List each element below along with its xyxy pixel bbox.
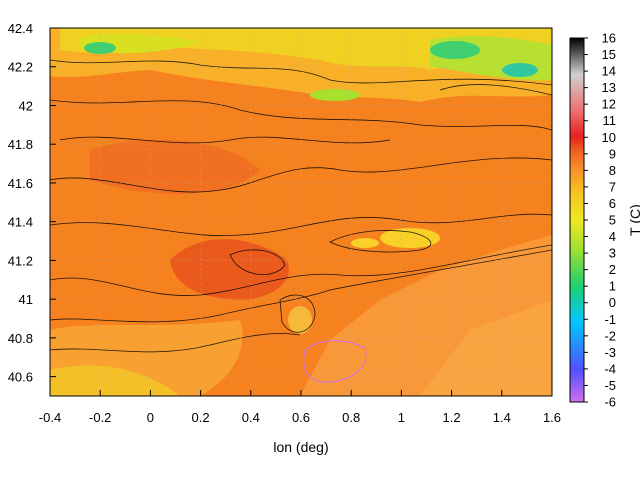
x-tick-label: 1.2: [443, 410, 461, 425]
colorbar-tick-label: 14: [602, 64, 616, 79]
colorbar-tick-label: -6: [604, 395, 616, 410]
x-tick-label: 1.4: [493, 410, 511, 425]
colorbar-tick-label: 5: [609, 213, 616, 228]
colorbar-label: T (C): [627, 204, 640, 236]
colorbar-tick-label: -3: [604, 345, 616, 360]
colorbar-tick-label: 6: [609, 196, 616, 211]
colorbar-tick-label: 3: [609, 246, 616, 261]
y-tick-label: 41.6: [8, 176, 33, 191]
colorbar-tick-label: 13: [602, 80, 616, 95]
x-tick-label: 0.8: [342, 410, 360, 425]
colorbar-tick-label: -5: [604, 378, 616, 393]
y-axis-ticks: 40.6 40.8 41 41.2 41.4 41.6 41.8 42 42.2 42.4: [8, 21, 56, 385]
x-axis-ticks: -0.4 -0.2 0 0.2 0.4 0.6 0.8 1 1.2 1.4 1.6: [39, 390, 561, 425]
y-tick-label: 41.4: [8, 215, 33, 230]
x-tick-label: -0.4: [39, 410, 61, 425]
x-tick-label: 1: [398, 410, 405, 425]
y-tick-label: 41.2: [8, 253, 33, 268]
x-tick-label: 0.6: [292, 410, 310, 425]
x-tick-label: 0.2: [192, 410, 210, 425]
x-tick-label: 0.4: [242, 410, 260, 425]
x-tick-label: 1.6: [543, 410, 561, 425]
y-tick-label: 41.8: [8, 137, 33, 152]
colorbar-tick-label: 1: [609, 279, 616, 294]
colorbar-tick-label: -4: [604, 361, 616, 376]
colorbar-tick-label: 15: [602, 47, 616, 62]
x-tick-label: 0: [147, 410, 154, 425]
y-tick-label: 42.2: [8, 60, 33, 75]
y-tick-label: 42: [19, 98, 33, 113]
colorbar: [569, 37, 585, 403]
colorbar-tick-label: 9: [609, 146, 616, 161]
y-tick-label: 40.6: [8, 370, 33, 385]
colorbar-tick-label: 2: [609, 262, 616, 277]
colorbar-tick-label: 10: [602, 130, 616, 145]
colorbar-tick-label: 4: [609, 229, 616, 244]
colorbar-tick-label: 7: [609, 179, 616, 194]
y-tick-label: 40.8: [8, 331, 33, 346]
x-axis-label: lon (deg): [273, 439, 328, 455]
heatmap-field: [50, 28, 552, 396]
colorbar-tick-label: 16: [602, 31, 616, 46]
y-tick-label: 41: [19, 292, 33, 307]
x-tick-label: -0.2: [89, 410, 111, 425]
colorbar-tick-label: -1: [604, 312, 616, 327]
y-tick-label: 42.4: [8, 21, 33, 36]
colorbar-tick-label: 11: [603, 113, 617, 128]
colorbar-tick-label: 8: [609, 163, 616, 178]
colorbar-tick-label: -2: [604, 328, 616, 343]
colorbar-tick-label: 0: [609, 295, 616, 310]
colorbar-tick-label: 12: [602, 97, 616, 112]
